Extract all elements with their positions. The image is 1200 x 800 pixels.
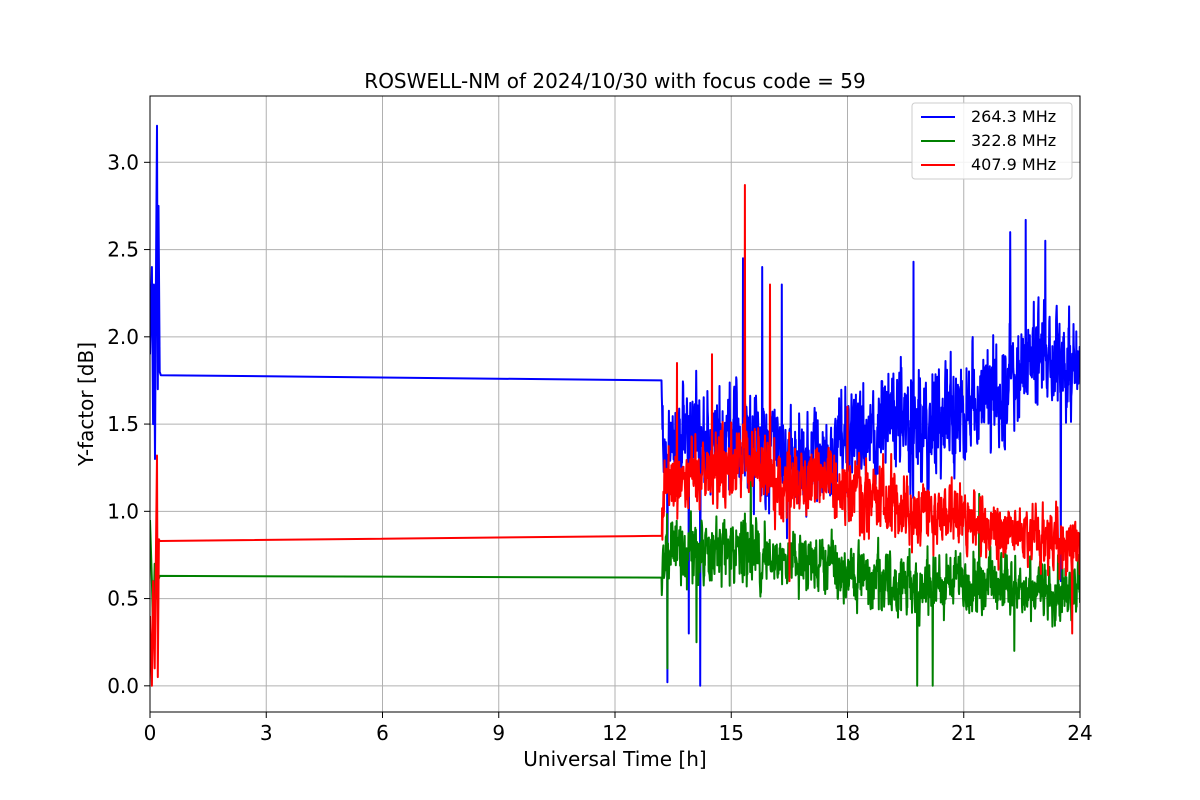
x-tick-label: 3: [260, 721, 273, 745]
y-tick-label: 1.0: [107, 499, 139, 523]
legend: 264.3 MHz 322.8 MHz 407.9 MHz: [911, 102, 1073, 180]
y-axis-label: Y-factor [dB]: [74, 342, 98, 467]
series-line-2: [150, 475, 1080, 687]
x-tick-label: 6: [376, 721, 389, 745]
legend-box: [911, 102, 1073, 180]
series-line-3: [150, 184, 1080, 687]
y-tick-label: 2.5: [107, 238, 139, 262]
x-tick-label: 12: [602, 721, 627, 745]
y-tick-label: 0.0: [107, 674, 139, 698]
x-tick-label: 21: [951, 721, 976, 745]
y-tick-label: 3.0: [107, 150, 139, 174]
x-tick-label: 0: [144, 721, 157, 745]
legend-label-2: 322.8 MHz: [971, 131, 1056, 150]
series-line-1: [150, 124, 1080, 687]
x-tick-label: 9: [492, 721, 505, 745]
y-tick-label: 1.5: [107, 412, 139, 436]
chart-title: ROSWELL-NM of 2024/10/30 with focus code…: [364, 69, 865, 93]
x-tick-label: 15: [719, 721, 744, 745]
legend-label-1: 264.3 MHz: [971, 107, 1056, 126]
ticks: 0 3 6 9 12 15 18 21 24 0.0 0.5 1.0 1.5 2.0 2.5 3.0: [107, 150, 1093, 745]
legend-label-3: 407.9 MHz: [971, 155, 1056, 174]
x-tick-label: 18: [835, 721, 860, 745]
x-tick-label: 24: [1067, 721, 1092, 745]
series-layer: [150, 124, 1080, 687]
x-axis-label: Universal Time [h]: [523, 747, 706, 771]
y-tick-label: 2.0: [107, 325, 139, 349]
y-tick-label: 0.5: [107, 587, 139, 611]
